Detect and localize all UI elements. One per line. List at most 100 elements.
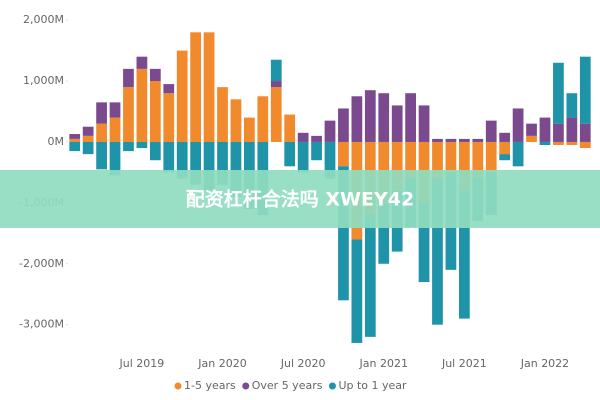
bar-segment [553,62,564,124]
bar-segment [203,32,215,142]
bar-segment [82,135,94,142]
bar-segment [257,96,269,142]
bar-segment [69,138,81,142]
y-tick-label: 2,000M [23,13,64,26]
bar-segment [364,215,376,337]
bar-segment [149,81,161,142]
x-tick-label: Jul 2020 [280,357,326,370]
bar-segment [512,108,524,142]
bar-segment [96,123,107,142]
bar-segment [432,138,443,142]
bar-segment [149,68,161,82]
bar-segment [149,141,161,161]
bar-segment [553,123,564,142]
bar-segment [485,120,497,142]
bar-segment [270,81,282,88]
watermark-band [0,170,600,228]
bar-segment [485,141,497,173]
bar-segment [109,117,121,142]
legend-label: 1-5 years [184,379,236,392]
x-tick-label: Jul 2019 [119,357,165,370]
bar-segment [136,141,148,149]
bar-segment [432,141,443,179]
bar-segment [445,141,457,173]
bar-segment [311,141,322,161]
bar-segment [432,178,443,325]
legend-swatch [242,382,250,390]
bar-segment [96,141,107,170]
bar-segment [123,68,134,88]
bar-segment [190,141,202,185]
bar-segment [136,68,148,142]
legend-label: Up to 1 year [338,379,407,392]
y-tick-label: -2,000M [19,257,64,270]
bar-segment [338,166,349,301]
bar-segment [82,141,94,155]
bar-segment [445,138,457,142]
bar-segment [284,114,296,142]
bar-segment [338,141,349,167]
bar-segment [579,123,591,142]
bar-segment [499,154,511,161]
bar-segment [512,141,524,167]
bar-segment [579,56,591,124]
y-tick-label: 0M [48,135,65,148]
bar-segment [109,102,121,118]
bar-segment [526,123,537,136]
bar-segment [458,141,470,191]
y-tick-label: 1,000M [23,74,64,87]
bar-segment [553,141,564,145]
bar-segment [324,120,336,142]
bar-segment [539,117,551,142]
bar-segment [566,141,578,145]
x-tick-label: Jan 2021 [359,357,408,370]
bar-segment [566,117,578,142]
bar-segment [123,87,134,142]
bar-segment [311,135,322,142]
bar-segment [69,134,81,139]
bar-segment [163,93,175,142]
bar-segment [499,132,511,142]
bar-segment [579,141,591,149]
bar-segment [176,141,188,179]
bar-segment [472,141,484,179]
bar-segment [190,32,202,142]
bar-segment [391,105,403,142]
bar-segment [364,90,376,142]
x-tick-label: Jan 2020 [197,357,246,370]
bar-segment [217,141,228,185]
bar-segment [109,141,121,176]
bar-segment [418,202,430,283]
bar-segment [203,141,215,191]
bar-segment [338,108,349,142]
bar-segment [499,141,511,155]
bar-segment [69,141,81,152]
bar-segment [244,117,255,142]
bar-segment [378,202,390,264]
bar-segment [123,141,134,152]
bar-segment [284,141,296,167]
bar-segment [270,59,282,82]
bar-segment [163,141,175,173]
legend-label: Over 5 years [252,379,323,392]
bar-segment [378,93,390,142]
bar-segment [458,138,470,142]
bar-segment [297,141,309,173]
legend-swatch [328,382,336,390]
bar-segment [405,141,416,179]
y-tick-label: -3,000M [19,318,64,331]
bar-segment [391,141,403,191]
bar-segment [472,138,484,142]
watermark: 配资杠杆合法吗 XWEY42 [186,188,414,211]
bar-segment [539,141,551,145]
bar-segment [297,132,309,142]
bar-segment [526,135,537,142]
bar-segment [458,190,470,319]
bar-segment [176,50,188,142]
bar-segment [96,102,107,124]
bar-segment [136,56,148,69]
bar-segment [566,93,578,118]
bar-segment [230,141,242,197]
bar-segment [351,96,363,142]
